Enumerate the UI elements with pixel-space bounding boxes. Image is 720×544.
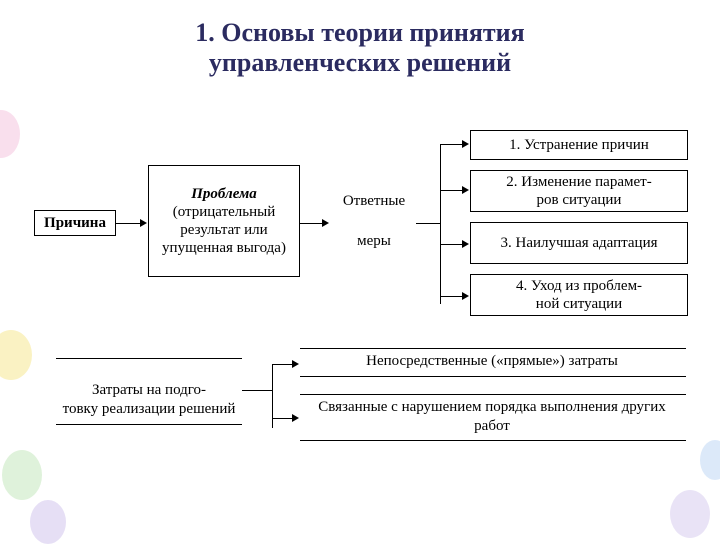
response-2: 2. Изменение парамет- ров ситуации [506,173,651,209]
costs-left-text: Затраты на подго- товку реализации решен… [63,382,236,417]
underline [300,440,686,441]
response-4-box: 4. Уход из проблем- ной ситуации [470,274,688,316]
arrow-icon [462,140,469,148]
title-line1: 1. Основы теории принятия [195,18,524,47]
costs-left-label: Затраты на подго- товку реализации решен… [60,362,238,418]
connector [416,223,440,224]
page-title: 1. Основы теории принятия управленческих… [0,18,720,78]
arrow-icon [292,360,299,368]
arrow-icon [322,219,329,227]
costs-right-top: Непосредственные («прямые») затраты [366,353,618,369]
connector [272,418,294,419]
problem-box: Проблема (отрицательный результат или уп… [148,165,300,277]
response-4: 4. Уход из проблем- ной ситуации [516,277,642,313]
balloon-decor [0,330,32,380]
connector-vline [440,144,441,304]
measures-label2: меры [328,232,420,251]
measures-l1: Ответные [343,193,405,209]
problem-body: (отрицательный результат или упущенная в… [155,203,293,257]
response-1: 1. Устранение причин [509,136,649,154]
response-1-box: 1. Устранение причин [470,130,688,160]
connector [440,144,464,145]
arrow-icon [462,186,469,194]
connector [116,223,142,224]
connector [440,296,464,297]
arrow-icon [462,240,469,248]
costs-right-bot: Связанные с нарушением порядка выполнени… [318,399,665,434]
connector [300,223,324,224]
costs-right-top-label: Непосредственные («прямые») затраты [302,352,682,371]
balloon-decor [0,110,20,158]
balloon-decor [700,440,720,480]
cause-box: Причина [34,210,116,236]
connector [242,390,272,391]
arrow-icon [292,414,299,422]
balloon-decor [2,450,42,500]
response-3-box: 3. Наилучшая адаптация [470,222,688,264]
measures-l2: меры [357,233,391,249]
arrow-icon [140,219,147,227]
underline [300,348,686,349]
costs-right-bot-label: Связанные с нарушением порядка выполнени… [302,398,682,436]
title-line2: управленческих решений [209,48,511,77]
underline [56,424,242,425]
balloon-decor [670,490,710,538]
underline [56,358,242,359]
underline [300,394,686,395]
response-3: 3. Наилучшая адаптация [500,234,657,252]
response-2-box: 2. Изменение парамет- ров ситуации [470,170,688,212]
connector [272,364,294,365]
problem-title: Проблема [191,185,257,203]
connector [440,244,464,245]
underline [300,376,686,377]
measures-label: Ответные [328,192,420,211]
cause-label: Причина [44,214,106,232]
balloon-decor [30,500,66,544]
connector [440,190,464,191]
arrow-icon [462,292,469,300]
connector [440,296,441,297]
